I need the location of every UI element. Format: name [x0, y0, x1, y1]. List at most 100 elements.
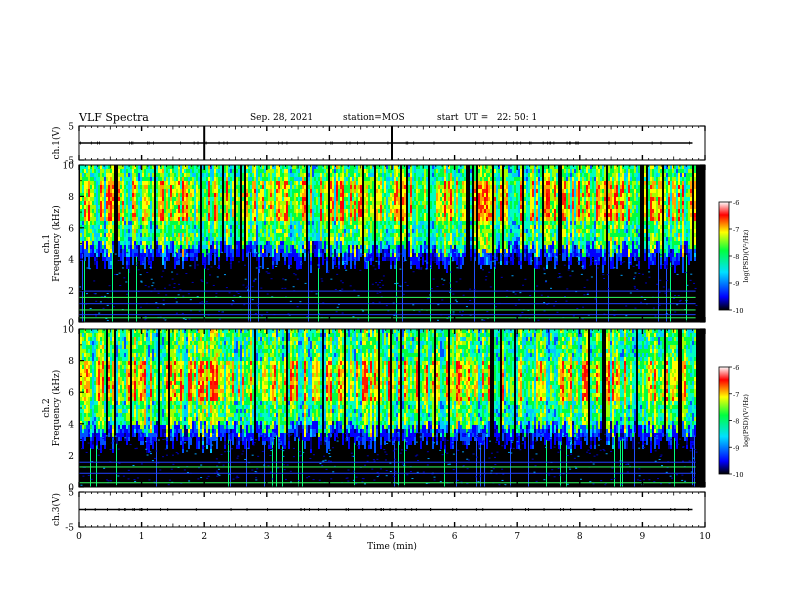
- spectrogram-cell: [520, 233, 522, 237]
- spectrogram-cell: [166, 221, 168, 225]
- spectrogram-cell: [340, 221, 342, 225]
- spectrogram-cell: [236, 245, 238, 249]
- spectrogram-cell: [262, 249, 264, 253]
- spectrogram-cell: [364, 185, 366, 189]
- spectrogram-cell: [256, 177, 258, 181]
- spectrogram-cell: [140, 189, 142, 193]
- spectrogram-cell: [202, 205, 204, 209]
- spectrogram-cell: [138, 225, 140, 229]
- spectrogram-cell: [170, 237, 172, 241]
- spectrogram-cell: [486, 249, 488, 253]
- spectrogram-cell: [278, 213, 280, 217]
- spectrogram-cell: [196, 193, 198, 197]
- spectrogram-cell: [136, 221, 138, 225]
- spectrogram-cell: [148, 257, 150, 261]
- spectrogram-cell: [470, 193, 472, 197]
- spectrogram-cell: [346, 229, 348, 233]
- spectrogram-cell: [204, 261, 206, 265]
- spectrogram-cell: [270, 181, 272, 185]
- spectrogram-cell: [270, 173, 272, 177]
- spectrogram-cell: [452, 205, 454, 209]
- spectrogram-cell: [354, 249, 356, 253]
- spectrogram-cell: [118, 233, 120, 237]
- spectrogram-cell: [96, 237, 98, 241]
- spectrogram-cell: [262, 197, 264, 201]
- spectrogram-cell: [474, 237, 476, 241]
- spectrogram-cell: [264, 173, 266, 177]
- spectrogram-cell: [98, 221, 100, 225]
- spectrogram-cell: [482, 217, 484, 221]
- spectrogram-cell: [382, 229, 384, 233]
- spectrogram-cell: [322, 233, 324, 237]
- spectrogram-cell: [458, 189, 460, 193]
- spectrogram-cell: [526, 241, 528, 245]
- spectrogram-cell: [162, 189, 164, 193]
- spectrogram-cell: [150, 225, 152, 229]
- spectrogram-cell: [254, 209, 256, 213]
- spectrogram-cell: [530, 253, 532, 257]
- spectrogram-cell: [470, 209, 472, 213]
- spectrogram-cell: [138, 245, 140, 249]
- spectrogram-cell: [156, 241, 158, 245]
- spectrogram-cell: [272, 193, 274, 197]
- spectrogram-cell: [496, 177, 498, 181]
- spectrogram-cell: [396, 249, 398, 253]
- spectrogram-cell: [250, 205, 252, 209]
- spectrogram-cell: [84, 233, 86, 237]
- spectrogram-cell: [422, 237, 424, 241]
- spectrogram-cell: [454, 181, 456, 185]
- spectrogram-cell: [220, 233, 222, 237]
- spectrogram-cell: [232, 221, 234, 225]
- spectrogram-cell: [436, 209, 438, 213]
- spectrogram-cell: [302, 217, 304, 221]
- spectrogram-cell: [530, 201, 532, 205]
- spectrogram-cell: [384, 201, 386, 205]
- spectrogram-cell: [266, 173, 268, 177]
- spectrogram-cell: [294, 173, 296, 177]
- spectrogram-cell: [462, 165, 464, 169]
- spectrogram-cell: [158, 185, 160, 189]
- spectrogram-cell: [430, 261, 432, 265]
- spectrogram-cell: [128, 209, 130, 213]
- spectrogram-cell: [448, 237, 450, 241]
- spectrogram-cell: [232, 177, 234, 181]
- spectrogram-cell: [232, 169, 234, 173]
- spectrogram-cell: [388, 173, 390, 177]
- spectrogram-cell: [276, 245, 278, 249]
- spectrogram-cell: [192, 185, 194, 189]
- spectrogram-cell: [106, 213, 108, 217]
- spectrogram-cell: [180, 245, 182, 249]
- spectrogram-cell: [164, 189, 166, 193]
- spectrogram-cell: [134, 193, 136, 197]
- spectrogram-cell: [232, 209, 234, 213]
- spectrogram-cell: [108, 249, 110, 253]
- spectrogram-cell: [416, 237, 418, 241]
- spectrogram-cell: [508, 229, 510, 233]
- spectrogram-cell: [444, 213, 446, 217]
- spectrogram-cell: [94, 245, 96, 249]
- spectrogram-cell: [378, 201, 380, 205]
- spectrogram-cell: [94, 193, 96, 197]
- spectrogram-cell: [130, 177, 132, 181]
- spectrogram-cell: [358, 177, 360, 181]
- spectrogram-cell: [416, 205, 418, 209]
- spectrogram-cell: [242, 229, 244, 233]
- spectrogram-cell: [120, 173, 122, 177]
- spectrogram-cell: [214, 169, 216, 173]
- spectrogram-cell: [500, 181, 502, 185]
- spectrogram-cell: [300, 253, 302, 257]
- spectrogram-cell: [504, 213, 506, 217]
- spectrogram-cell: [256, 169, 258, 173]
- spectrogram-cell: [172, 173, 174, 177]
- spectrogram-cell: [216, 173, 218, 177]
- spectrogram-cell: [344, 209, 346, 213]
- spectrogram-cell: [184, 245, 186, 249]
- spectrogram-cell: [500, 169, 502, 173]
- spectrogram-cell: [368, 233, 370, 237]
- spectrogram-cell: [204, 241, 206, 245]
- spectrogram-cell: [318, 241, 320, 245]
- spectrogram-cell: [326, 197, 328, 201]
- spectrogram-cell: [346, 165, 348, 169]
- spectrogram-cell: [250, 181, 252, 185]
- spectrogram-cell: [130, 193, 132, 197]
